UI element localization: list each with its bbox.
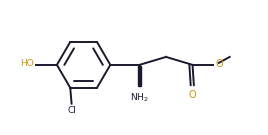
- Text: O: O: [215, 59, 223, 69]
- Text: Cl: Cl: [67, 106, 76, 115]
- Polygon shape: [138, 66, 141, 86]
- Text: O: O: [188, 90, 196, 100]
- Text: HO: HO: [21, 59, 34, 68]
- Text: NH$_2$: NH$_2$: [130, 92, 149, 104]
